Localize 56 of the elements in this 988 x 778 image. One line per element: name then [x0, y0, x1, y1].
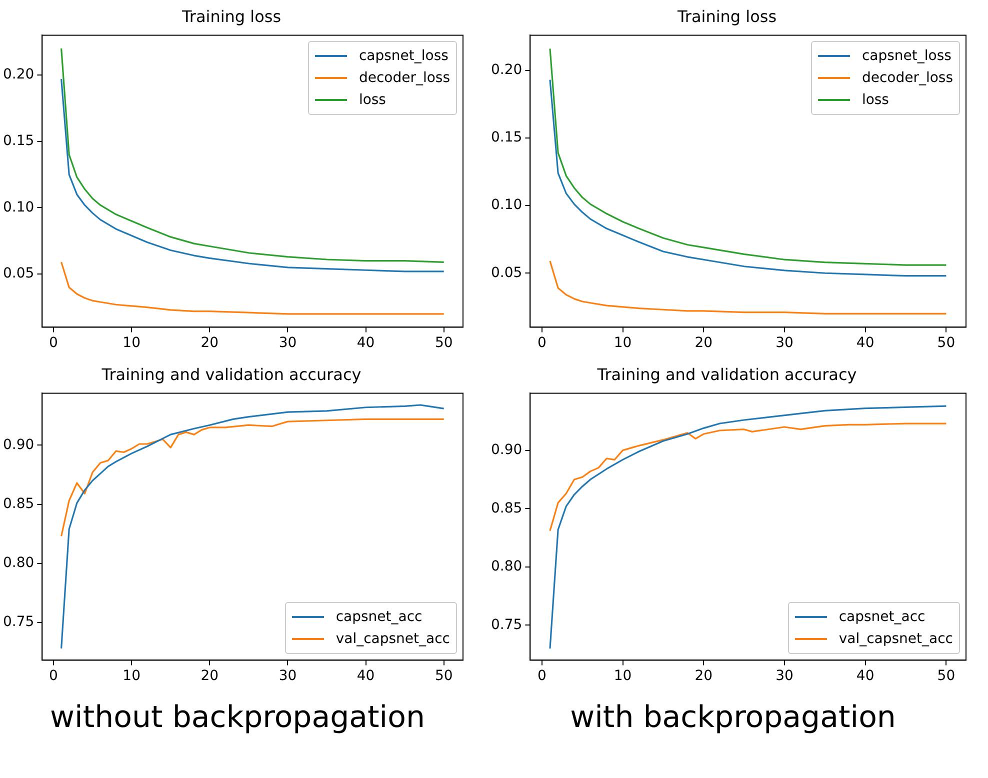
x-tick-label: 0 [537, 668, 546, 684]
x-tick-label: 20 [694, 335, 713, 352]
chart-title: Training and validation accuracy [100, 364, 362, 384]
legend-label: capsnet_loss [358, 47, 448, 66]
x-tick-label: 10 [122, 668, 140, 684]
x-tick-label: 50 [937, 335, 956, 352]
chart-title: Training and validation accuracy [596, 364, 857, 384]
legend-label: decoder_loss [862, 69, 953, 88]
legend-label: loss [358, 91, 386, 110]
x-tick-label: 0 [49, 668, 58, 684]
x-tick-label: 20 [694, 668, 713, 684]
x-tick-label: 40 [356, 335, 375, 352]
legend-label: val_capsnet_acc [838, 630, 953, 650]
y-tick-label: 0.20 [3, 66, 34, 83]
y-tick-label: 0.15 [491, 130, 522, 146]
y-tick-label: 0.85 [3, 496, 34, 512]
text: with backpropagation [569, 700, 897, 735]
legend-label: capsnet_acc [838, 608, 926, 628]
x-tick-label: 50 [434, 335, 453, 352]
chart-title: Training loss [676, 6, 777, 26]
x-tick-label: 40 [356, 668, 375, 684]
x-tick-label: 10 [614, 668, 632, 684]
x-tick-label: 0 [537, 335, 546, 352]
x-tick-label: 30 [776, 668, 794, 684]
y-tick-label: 0.05 [3, 266, 34, 282]
y-tick-label: 0.15 [3, 133, 34, 150]
x-tick-label: 10 [614, 335, 632, 352]
y-tick-label: 0.75 [3, 614, 34, 630]
legend-label: val_capsnet_acc [336, 630, 450, 650]
y-tick-label: 0.05 [491, 264, 522, 281]
y-tick-label: 0.20 [491, 62, 522, 78]
x-tick-label: 20 [200, 335, 219, 352]
x-tick-label: 50 [937, 668, 956, 684]
x-tick-label: 50 [434, 668, 453, 684]
legend-label: decoder_loss [358, 69, 450, 88]
legend-label: loss [862, 91, 889, 110]
y-tick-label: 0.90 [3, 436, 34, 453]
chart-title: Training loss [180, 6, 282, 26]
x-tick-label: 10 [122, 335, 140, 352]
y-tick-label: 0.90 [491, 442, 522, 458]
x-tick-label: 30 [278, 668, 297, 684]
legend-label: capsnet_loss [862, 47, 952, 66]
y-tick-label: 0.80 [3, 554, 34, 571]
y-tick-label: 0.85 [491, 500, 522, 516]
y-tick-label: 0.10 [491, 197, 522, 214]
x-tick-label: 30 [278, 335, 297, 352]
y-tick-label: 0.75 [491, 616, 522, 633]
x-tick-label: 40 [856, 668, 874, 684]
y-tick-label: 0.10 [3, 199, 34, 216]
x-tick-label: 0 [49, 335, 58, 352]
y-tick-label: 0.80 [491, 558, 522, 575]
x-tick-label: 40 [856, 335, 874, 352]
x-tick-label: 30 [776, 335, 794, 352]
legend-label: capsnet_acc [336, 608, 422, 628]
x-tick-label: 20 [200, 668, 219, 684]
text: without backpropagation [49, 700, 426, 735]
